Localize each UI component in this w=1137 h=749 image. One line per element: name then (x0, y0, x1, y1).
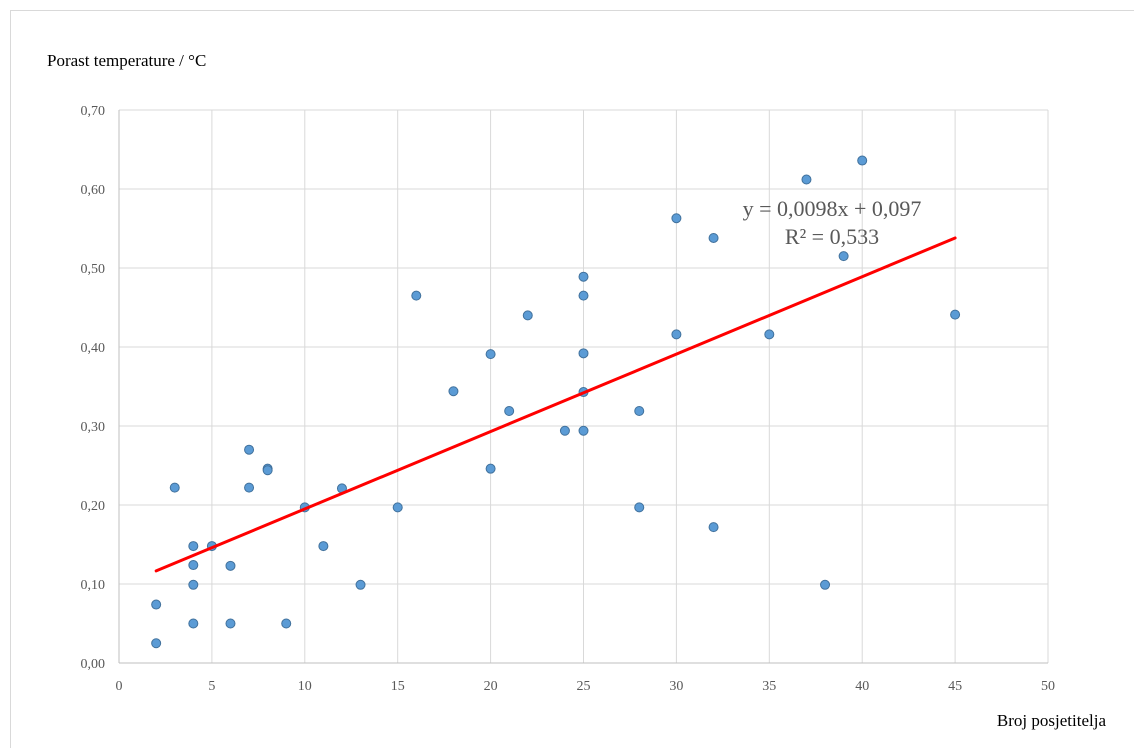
x-axis-title: Broj posjetitelja (997, 711, 1107, 730)
data-point (355, 579, 366, 590)
data-point (318, 541, 329, 552)
x-tick-label: 15 (391, 679, 405, 694)
y-tick-label: 0,10 (81, 578, 106, 593)
data-point (485, 463, 496, 474)
data-point (801, 174, 812, 185)
y-tick-labels: 0,00 0,10 0,20 0,30 0,40 0,50 0,60 0,70 (81, 104, 106, 672)
y-tick-label: 0,30 (81, 420, 106, 435)
data-point (392, 502, 403, 513)
data-point (448, 386, 459, 397)
data-point (522, 310, 533, 321)
data-point (225, 560, 236, 571)
data-point (634, 502, 645, 513)
r-squared-label: R² = 0,533 (785, 224, 879, 249)
data-points (151, 155, 961, 649)
data-point (578, 290, 589, 301)
x-tick-labels: 0 5 10 15 20 25 30 35 40 45 50 (116, 679, 1056, 694)
axes (118, 110, 1048, 664)
data-point (188, 541, 199, 552)
trendline (154, 236, 957, 573)
y-tick-label: 0,60 (81, 183, 106, 198)
trendline-equation: y = 0,0098x + 0,097 (743, 196, 922, 221)
data-point (244, 444, 255, 455)
y-tick-label: 0,20 (81, 499, 106, 514)
data-point (578, 348, 589, 359)
data-point (188, 618, 199, 629)
y-axis-title: Porast temperature / °C (47, 51, 206, 70)
data-point (578, 271, 589, 282)
data-point (838, 251, 849, 262)
x-tick-label: 25 (577, 679, 591, 694)
y-tick-label: 0,70 (81, 104, 106, 119)
data-point (578, 425, 589, 436)
x-tick-label: 5 (208, 679, 215, 694)
data-point (281, 618, 292, 629)
data-point (950, 309, 961, 320)
x-tick-label: 20 (484, 679, 498, 694)
x-tick-label: 45 (948, 679, 962, 694)
data-point (708, 232, 719, 243)
data-point (151, 638, 162, 649)
data-point (485, 349, 496, 360)
data-point (188, 560, 199, 571)
y-tick-label: 0,00 (81, 657, 106, 672)
data-point (764, 329, 775, 340)
data-point (169, 482, 180, 493)
data-point (225, 618, 236, 629)
x-tick-label: 30 (669, 679, 683, 694)
x-tick-label: 40 (855, 679, 869, 694)
data-point (262, 465, 273, 476)
data-point (188, 579, 199, 590)
y-tick-label: 0,40 (81, 341, 106, 356)
data-point (559, 425, 570, 436)
x-tick-label: 35 (762, 679, 776, 694)
data-point (671, 329, 682, 340)
x-tick-label: 50 (1041, 679, 1055, 694)
y-tick-label: 0,50 (81, 262, 106, 277)
x-tick-label: 0 (116, 679, 123, 694)
data-point (504, 405, 515, 416)
data-point (708, 522, 719, 533)
gridlines (119, 109, 1049, 663)
chart-frame (10, 10, 1134, 748)
x-tick-label: 10 (298, 679, 312, 694)
data-point (820, 579, 831, 590)
data-point (151, 599, 162, 610)
data-point (634, 405, 645, 416)
data-point (244, 482, 255, 493)
data-point (857, 155, 868, 166)
data-point (411, 290, 422, 301)
data-point (671, 213, 682, 224)
